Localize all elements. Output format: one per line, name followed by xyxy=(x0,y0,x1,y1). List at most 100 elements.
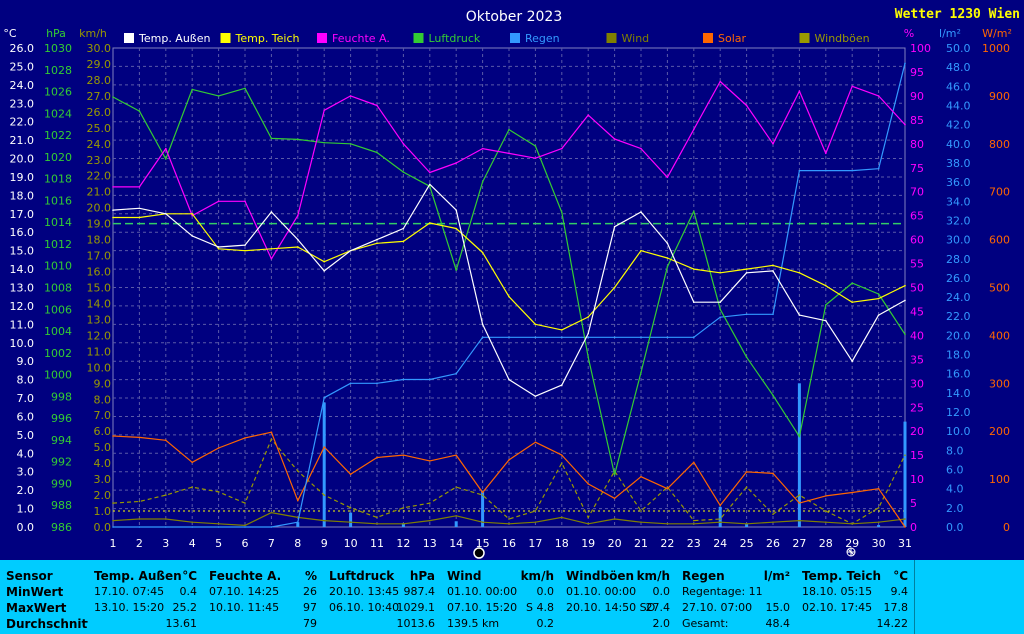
stats-row-min: 01.10. 00:00 0.0 xyxy=(441,584,560,600)
point-temp-au-en xyxy=(613,225,616,228)
tick-label-x: 16 xyxy=(502,537,516,550)
stats-avg-value: 13.61 xyxy=(165,617,198,630)
tick-label-x: 5 xyxy=(215,537,222,550)
stats-max-value: 27.4 xyxy=(645,601,671,614)
brand-label: Wetter 1230 Wien xyxy=(895,7,1020,22)
tick-label-hpa: 986 xyxy=(51,521,72,534)
point-luftdruck xyxy=(112,96,114,98)
tick-label-solar: 300 xyxy=(989,377,1010,390)
stats-column: Temp. Teich °C 18.10. 05:15 9.4 02.10. 17:45… xyxy=(796,560,915,634)
tick-label-x: 12 xyxy=(396,537,410,550)
point-solar xyxy=(481,491,484,494)
point-regen xyxy=(481,336,484,339)
point-luftdruck xyxy=(191,88,193,91)
point-wind xyxy=(745,523,748,525)
point-temp-teich xyxy=(561,329,563,331)
tick-label-x: 6 xyxy=(242,537,249,550)
tick-label-percent: 65 xyxy=(910,210,924,223)
point-regen xyxy=(138,526,141,528)
point-wind xyxy=(640,521,642,524)
point-regen xyxy=(534,336,537,339)
tick-label-rain: 36.0 xyxy=(946,176,971,189)
point-wind xyxy=(349,521,352,524)
point-feuchte-a- xyxy=(270,257,273,260)
tick-label-x: 20 xyxy=(608,537,622,550)
tick-label-hpa: 990 xyxy=(51,477,72,490)
tick-label-celsius: 6.0 xyxy=(17,410,35,423)
point-regen xyxy=(877,167,880,170)
series xyxy=(112,62,907,528)
stats-avg-value: 14.22 xyxy=(876,617,909,630)
tick-label-hpa: 1010 xyxy=(44,260,72,273)
point-regen xyxy=(772,313,774,316)
stats-row-max: 02.10. 17:45 17.8 xyxy=(796,600,914,616)
tick-label-hpa: 1000 xyxy=(44,369,72,382)
point-windb-en xyxy=(323,494,326,496)
stats-label-column: Sensor MinWert MaxWert Durchschnitt xyxy=(0,560,93,634)
tick-label-kmh: 26.0 xyxy=(87,106,112,119)
tick-label-celsius: 20.0 xyxy=(10,153,35,166)
stats-min-value: 0.0 xyxy=(652,585,671,598)
tick-label-celsius: 5.0 xyxy=(17,429,35,442)
tick-label-percent: 25 xyxy=(910,401,924,414)
point-temp-au-en xyxy=(455,209,458,211)
stats-row-avg: 14.22 xyxy=(796,616,914,632)
point-temp-au-en xyxy=(138,207,141,210)
stats-min-time: 17.10. 07:45 xyxy=(94,585,165,598)
point-windb-en xyxy=(825,510,827,512)
point-regen xyxy=(376,382,378,385)
point-temp-au-en xyxy=(429,183,431,186)
point-temp-au-en xyxy=(851,360,853,362)
point-temp-au-en xyxy=(191,235,193,237)
tick-label-kmh: 21.0 xyxy=(87,186,112,199)
point-feuchte-a- xyxy=(165,147,167,150)
tick-label-percent: 45 xyxy=(910,305,924,318)
point-temp-teich xyxy=(297,246,299,248)
point-solar xyxy=(693,461,695,464)
point-wind xyxy=(112,519,114,522)
point-regen xyxy=(719,316,721,318)
stats-min-time: 18.10. 05:15 xyxy=(802,585,873,598)
point-luftdruck xyxy=(772,394,774,397)
point-feuchte-a- xyxy=(138,186,141,188)
point-temp-teich xyxy=(323,260,326,263)
stats-header-name: Luftdruck xyxy=(329,569,395,583)
legend-label: Luftdruck xyxy=(429,32,481,45)
tick-label-kmh: 30.0 xyxy=(87,42,112,55)
statistics-table: Sensor MinWert MaxWert Durchschnitt Temp… xyxy=(0,560,1024,634)
point-temp-au-en xyxy=(772,270,774,272)
point-temp-teich xyxy=(693,268,695,270)
rain-bar xyxy=(401,523,405,527)
point-temp-teich xyxy=(244,249,246,252)
point-wind xyxy=(693,523,695,525)
point-luftdruck xyxy=(798,435,801,438)
tick-label-kmh: 15.0 xyxy=(87,282,112,295)
point-regen xyxy=(904,62,906,65)
point-luftdruck xyxy=(561,211,563,214)
point-temp-teich xyxy=(270,248,273,250)
stats-max-value: S 4.8 xyxy=(526,601,554,614)
tick-label-hpa: 1026 xyxy=(44,86,72,99)
point-wind xyxy=(402,523,405,525)
point-temp-teich xyxy=(904,284,906,287)
tick-label-hpa: 1006 xyxy=(44,303,72,316)
tick-label-percent: 10 xyxy=(910,473,924,486)
axis-unit-right: l/m² xyxy=(939,27,961,40)
tick-label-solar: 900 xyxy=(989,90,1010,103)
point-wind xyxy=(561,516,563,519)
point-solar xyxy=(297,499,299,502)
stats-min-value: 26 xyxy=(303,585,317,598)
point-feuchte-a- xyxy=(745,104,748,107)
tick-label-rain: 34.0 xyxy=(946,195,971,208)
tick-label-x: 9 xyxy=(321,537,328,550)
tick-label-x: 26 xyxy=(766,537,780,550)
tick-label-rain: 38.0 xyxy=(946,157,971,170)
tick-label-x: 11 xyxy=(370,537,384,550)
tick-label-celsius: 14.0 xyxy=(10,263,35,276)
point-temp-teich xyxy=(376,242,378,245)
stats-header-unit: °C xyxy=(893,569,908,583)
stats-min-value: 0.4 xyxy=(179,585,198,598)
axis-unit-left: °C xyxy=(3,27,17,40)
point-temp-teich xyxy=(798,271,801,274)
tick-label-celsius: 22.0 xyxy=(10,116,35,129)
